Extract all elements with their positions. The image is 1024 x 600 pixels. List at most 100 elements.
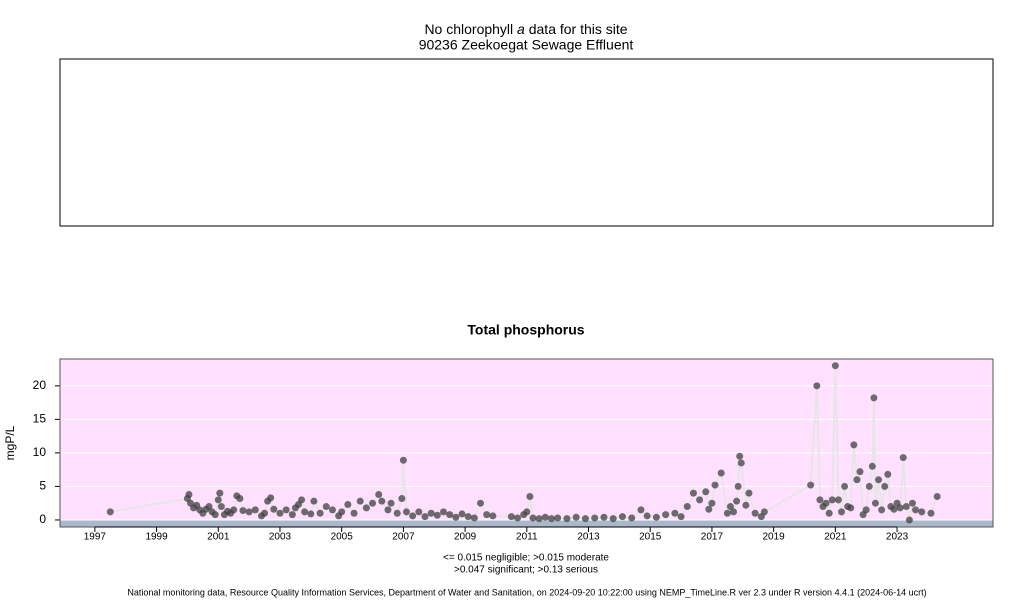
data-point <box>705 505 713 513</box>
data-point <box>736 452 744 460</box>
data-point <box>214 496 222 504</box>
data-point <box>507 513 515 521</box>
data-point <box>711 481 719 489</box>
data-point <box>399 456 407 464</box>
data-point <box>745 489 753 497</box>
data-point <box>828 496 836 504</box>
data-point <box>440 508 448 516</box>
data-point <box>393 509 401 517</box>
data-point <box>185 490 193 498</box>
data-point <box>421 513 429 521</box>
y-tick-label: 0 <box>39 512 46 526</box>
data-point <box>211 511 219 519</box>
data-point <box>464 513 472 521</box>
data-point <box>523 508 531 516</box>
data-point <box>205 503 213 511</box>
data-point <box>427 509 435 517</box>
data-point <box>847 504 855 512</box>
data-point <box>446 511 454 519</box>
data-point <box>307 510 315 518</box>
data-point <box>726 503 734 511</box>
data-point <box>816 496 824 504</box>
x-tick-label: 2017 <box>701 532 724 543</box>
data-point <box>868 462 876 470</box>
title-part: No chlorophyll <box>424 21 517 37</box>
data-point <box>637 506 645 514</box>
data-point <box>734 482 742 490</box>
data-point <box>328 506 336 514</box>
data-point <box>270 505 278 513</box>
chart-title: Total phosphorus <box>467 322 584 338</box>
data-point <box>322 503 330 511</box>
data-point <box>662 511 670 519</box>
y-axis-label: mgP/L <box>3 425 17 460</box>
data-point <box>600 513 608 521</box>
data-point <box>415 508 423 516</box>
data-point <box>850 441 858 449</box>
data-point <box>402 508 410 516</box>
note: >0.047 significant; >0.13 serious <box>454 565 598 576</box>
data-point <box>216 489 224 497</box>
data-point <box>751 509 759 517</box>
x-tick-label: 1999 <box>145 532 168 543</box>
data-point <box>733 497 741 505</box>
data-point <box>702 488 710 496</box>
data-point <box>856 468 864 476</box>
data-point <box>217 503 225 511</box>
data-point <box>908 499 916 507</box>
data-point <box>563 515 571 523</box>
data-point <box>831 362 839 370</box>
data-point <box>276 509 284 517</box>
data-point <box>902 503 910 511</box>
data-point <box>912 506 920 514</box>
data-point <box>369 499 377 507</box>
data-point <box>362 504 370 512</box>
note: <= 0.015 negligible; >0.015 moderate <box>443 553 609 564</box>
data-point <box>671 509 679 517</box>
data-point <box>251 506 259 514</box>
data-point <box>853 476 861 484</box>
data-point <box>409 512 417 520</box>
data-point <box>316 509 324 517</box>
data-point <box>483 511 491 519</box>
plot-area: 0 5 10 15 20 1997 1999 2001 2003 2005 2007 2009 2011… <box>33 358 994 543</box>
data-point <box>696 496 704 504</box>
data-point <box>813 382 821 390</box>
x-tick-label: 2009 <box>454 532 477 543</box>
data-point <box>452 513 460 521</box>
data-point <box>730 508 738 516</box>
data-point <box>338 508 346 516</box>
x-tick-label: 2005 <box>331 532 354 543</box>
data-point <box>378 497 386 505</box>
data-point <box>514 514 522 522</box>
y-tick-label: 10 <box>33 445 47 459</box>
data-point <box>643 512 651 520</box>
data-point <box>581 515 589 523</box>
y-tick-label: 5 <box>39 479 46 493</box>
data-point <box>298 496 306 504</box>
data-point <box>489 512 497 520</box>
data-point <box>572 513 580 521</box>
data-point <box>841 482 849 490</box>
data-point <box>760 508 768 516</box>
top-title: No chlorophyll a data for this site <box>424 21 627 37</box>
data-point <box>310 497 318 505</box>
x-tick-label: 1997 <box>84 532 107 543</box>
data-point <box>689 489 697 497</box>
x-tick-label: 2007 <box>392 532 415 543</box>
x-tick-label: 2021 <box>824 532 847 543</box>
x-tick-label: 2013 <box>577 532 600 543</box>
data-point <box>807 481 815 489</box>
data-point <box>261 509 269 517</box>
data-point <box>554 514 562 522</box>
data-point <box>591 514 599 522</box>
data-point <box>834 496 842 504</box>
x-tick-label: 2015 <box>639 532 662 543</box>
data-point <box>547 515 555 523</box>
data-point <box>433 511 441 519</box>
data-point <box>825 509 833 517</box>
data-point <box>526 492 534 500</box>
data-point <box>350 509 358 517</box>
data-point <box>683 503 691 511</box>
